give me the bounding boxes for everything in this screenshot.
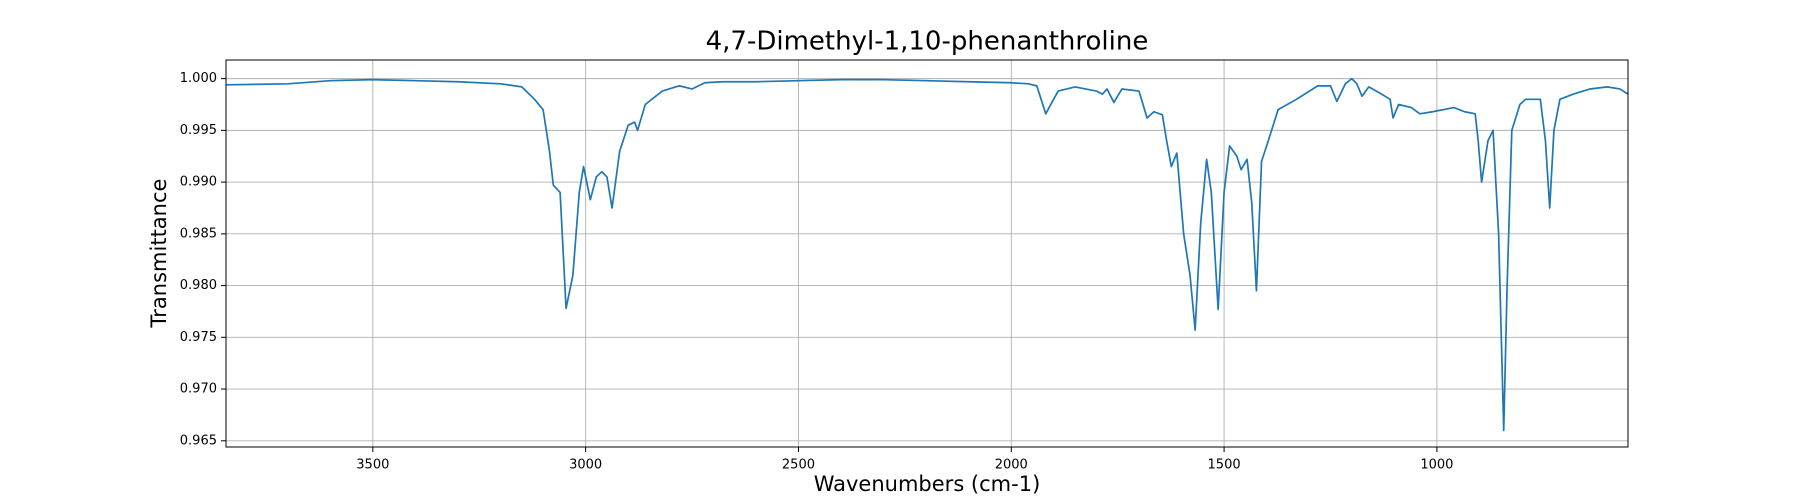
- spectrum-line: [225, 77, 1629, 432]
- y-tick-label: 0.980: [180, 278, 217, 293]
- x-tick-label: 2000: [995, 458, 1028, 473]
- y-tick-label: 1.000: [180, 71, 217, 86]
- y-tick-label: 0.975: [180, 330, 217, 345]
- y-tick-label: 0.990: [180, 175, 217, 190]
- y-tick-label: 0.995: [180, 123, 217, 138]
- chart-title: 4,7-Dimethyl-1,10-phenanthroline: [706, 27, 1149, 57]
- x-tick-label: 3000: [569, 458, 602, 473]
- x-tick-label: 1000: [1420, 458, 1453, 473]
- x-tick-label: 1500: [1208, 458, 1241, 473]
- x-tick-label: 2500: [782, 458, 815, 473]
- y-tick-label: 0.985: [180, 226, 217, 241]
- x-axis-label: Wavenumbers (cm-1): [814, 472, 1041, 496]
- x-tick-label: 3500: [356, 458, 389, 473]
- y-tick-label: 0.965: [180, 433, 217, 448]
- y-tick-label: 0.970: [180, 382, 217, 397]
- plot-frame: [225, 59, 1629, 448]
- y-axis-label: Transmittance: [147, 179, 171, 329]
